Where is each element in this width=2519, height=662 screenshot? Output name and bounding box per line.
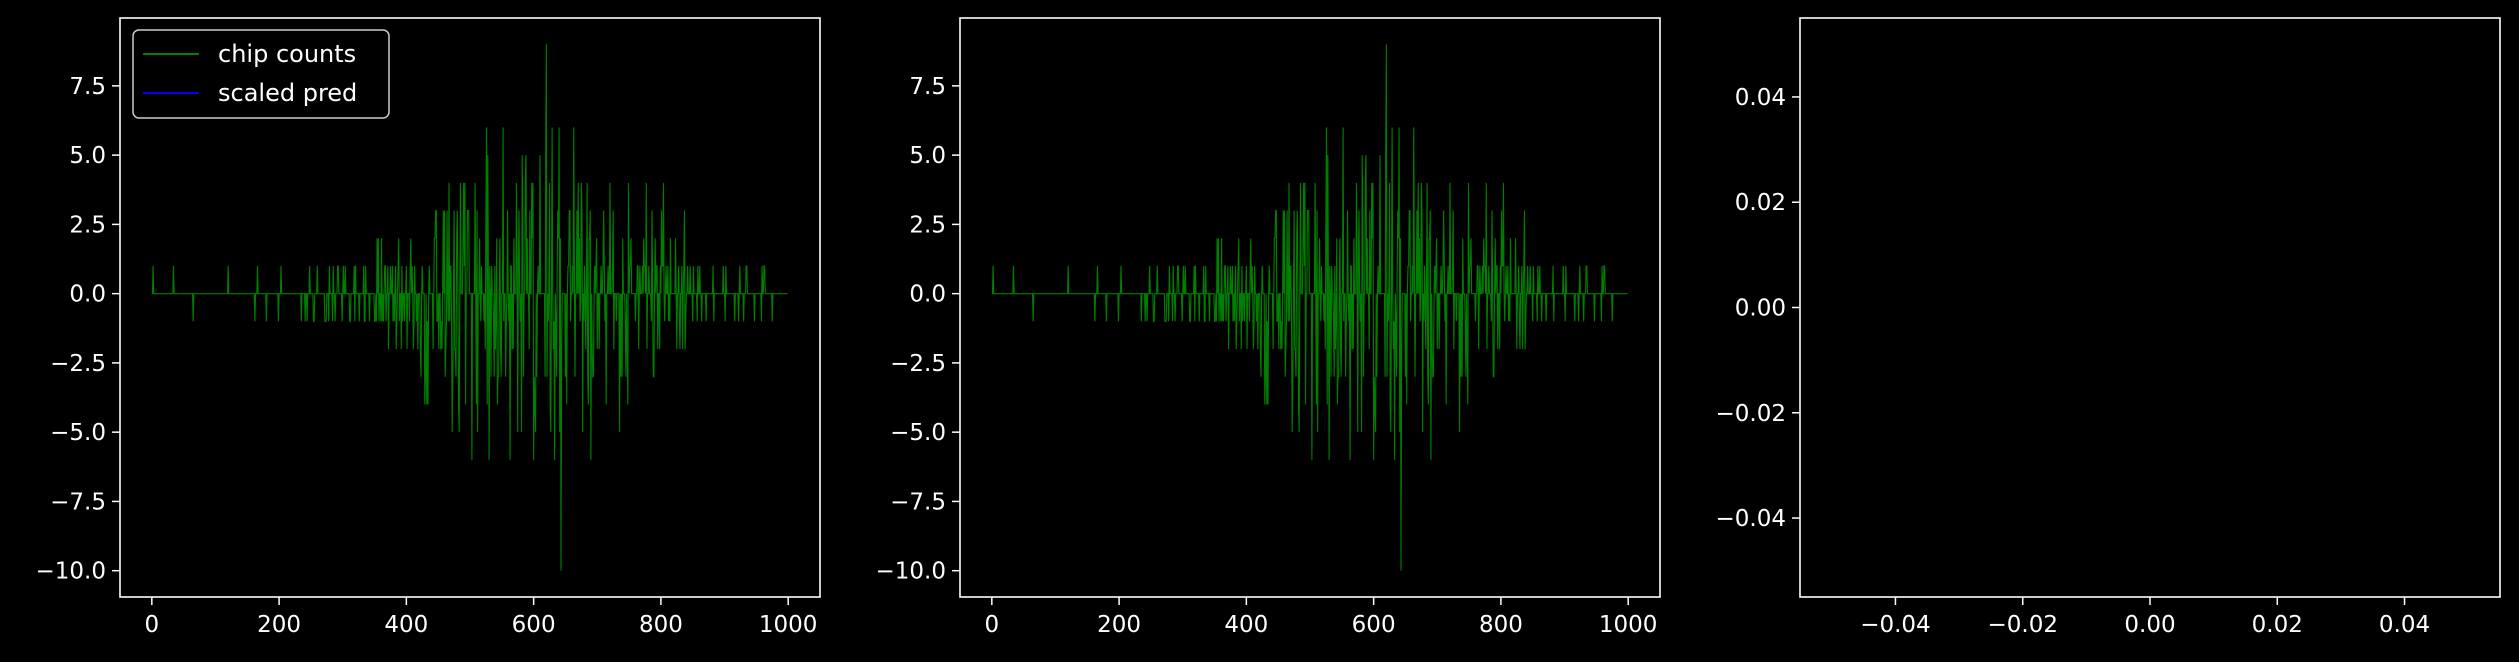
- y-tick-label: −5.0: [890, 420, 946, 446]
- legend-label-scaled-pred: scaled pred: [218, 79, 357, 107]
- plot-area-1: [151, 44, 788, 571]
- chart-panel-1: 0 200 400 600 800 1000 −10.0 −7.5 −5.0 −2.5 0.0 2.5…: [36, 17, 821, 638]
- x-tick-label: 0.00: [2124, 612, 2175, 638]
- x-tick-label: 1000: [1599, 612, 1658, 638]
- y-tick-label: 7.5: [909, 74, 946, 100]
- x-tick-label: 0.02: [2252, 612, 2303, 638]
- y-tick-label: 0.00: [1735, 296, 1786, 322]
- y-tick-label: −10.0: [876, 559, 946, 585]
- legend: chip counts scaled pred: [132, 29, 390, 119]
- ticks-1: 0 200 400 600 800 1000 −10.0 −7.5 −5.0 −2.5 0.0 2.5…: [36, 74, 818, 638]
- legend-box: [132, 29, 390, 119]
- legend-label-chip-counts: chip counts: [218, 40, 356, 68]
- x-tick-label: 800: [1479, 612, 1523, 638]
- y-tick-label: −7.5: [890, 489, 946, 515]
- chart-panel-2: 0 200 400 600 800 1000 −10.0 −7.5 −5.0 −2.5 0.0 2.5…: [876, 17, 1661, 638]
- x-tick-label: 800: [639, 612, 683, 638]
- y-tick-label: 0.0: [909, 282, 946, 308]
- y-tick-label: −2.5: [50, 351, 106, 377]
- x-tick-label: 600: [1352, 612, 1396, 638]
- y-tick-label: 2.5: [909, 212, 946, 238]
- plot-area-2: [991, 44, 1628, 571]
- x-tick-label: 400: [384, 612, 428, 638]
- y-tick-label: 2.5: [69, 212, 106, 238]
- y-tick-label: −10.0: [36, 559, 106, 585]
- x-tick-label: 1000: [759, 612, 818, 638]
- y-tick-label: 0.0: [69, 282, 106, 308]
- x-tick-label: 0.04: [2379, 612, 2430, 638]
- axes-frame-2: [959, 17, 1661, 598]
- axes-frame-1: [119, 17, 821, 598]
- x-tick-label: −0.02: [1987, 612, 2057, 638]
- x-tick-label: 600: [512, 612, 556, 638]
- x-tick-label: 200: [1097, 612, 1141, 638]
- y-tick-label: −0.04: [1716, 506, 1786, 532]
- ticks-2: 0 200 400 600 800 1000 −10.0 −7.5 −5.0 −2.5 0.0 2.5…: [876, 74, 1658, 638]
- chart-panel-3: −0.04 −0.02 0.00 0.02 0.04 −0.04 −0.02 0.00 0.02…: [1716, 17, 2501, 638]
- y-tick-label: 0.04: [1735, 85, 1786, 111]
- axes-frame-3: [1799, 17, 2501, 598]
- y-tick-label: 0.02: [1735, 190, 1786, 216]
- x-tick-label: 400: [1224, 612, 1268, 638]
- y-tick-label: −7.5: [50, 489, 106, 515]
- y-tick-label: −2.5: [890, 351, 946, 377]
- y-tick-label: 7.5: [69, 74, 106, 100]
- x-tick-label: 0: [984, 612, 999, 638]
- series-line-chip-counts: [151, 44, 788, 571]
- y-tick-label: −5.0: [50, 420, 106, 446]
- y-tick-label: 5.0: [909, 143, 946, 169]
- y-tick-label: −0.02: [1716, 401, 1786, 427]
- series-line-chip-counts: [991, 44, 1628, 571]
- ticks-3: −0.04 −0.02 0.00 0.02 0.04 −0.04 −0.02 0.00 0.02…: [1716, 85, 2431, 638]
- x-tick-label: 0: [144, 612, 159, 638]
- x-tick-label: 200: [257, 612, 301, 638]
- y-tick-label: 5.0: [69, 143, 106, 169]
- x-tick-label: −0.04: [1860, 612, 1930, 638]
